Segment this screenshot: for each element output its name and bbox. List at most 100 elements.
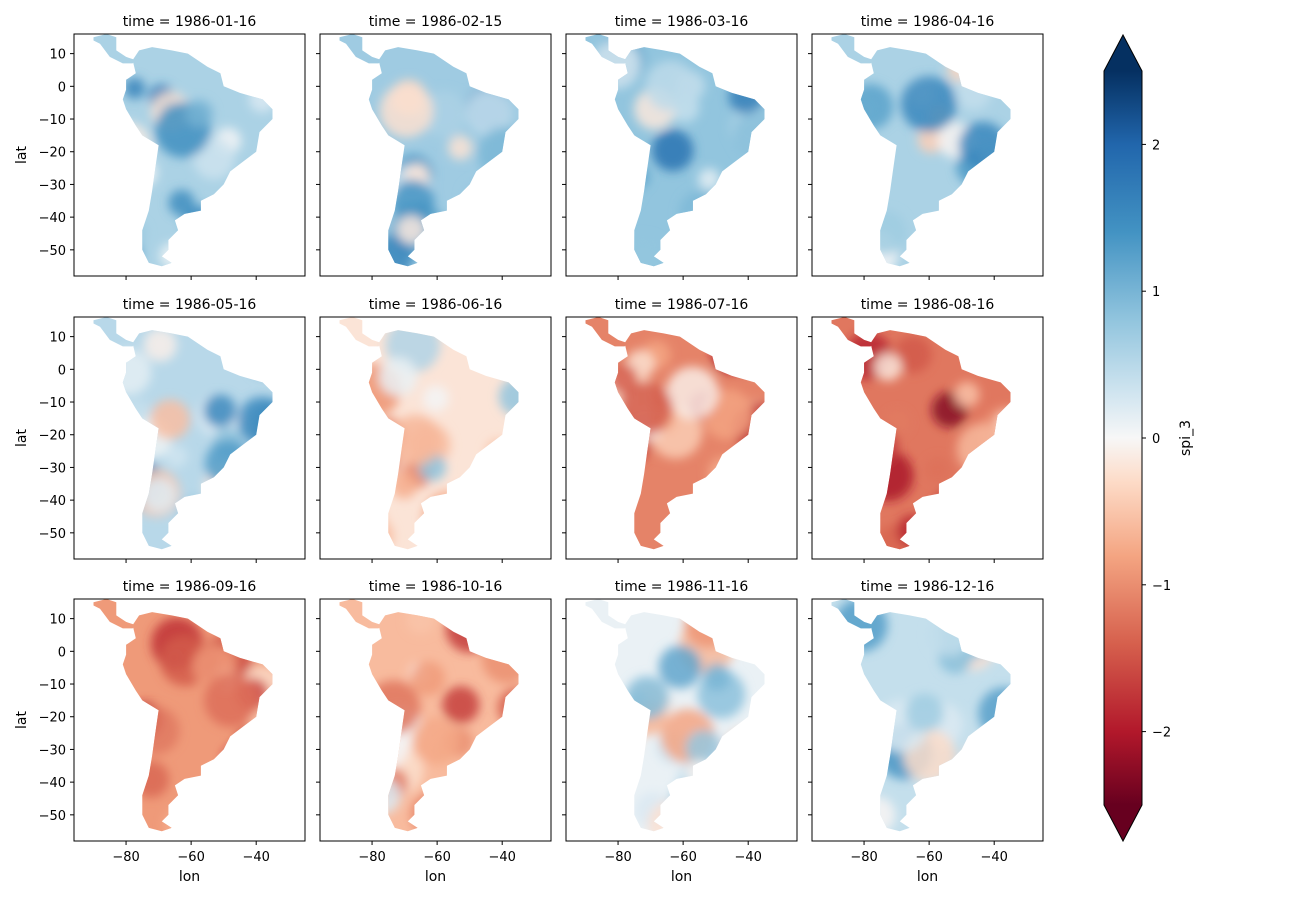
y-tick-label: 10 xyxy=(49,331,66,346)
axes-frame xyxy=(811,598,1044,842)
panel-title: time = 1986-10-16 xyxy=(369,579,503,595)
x-tick-label: −80 xyxy=(112,850,139,865)
spi-field xyxy=(585,317,765,550)
x-tick-label: −60 xyxy=(669,850,696,865)
x-tick-label: −40 xyxy=(242,850,269,865)
map-panel: time = 1986-11-16 −80 −60 −40 lon xyxy=(562,579,798,885)
panel-title: time = 1986-03-16 xyxy=(615,14,749,30)
colorbar-ticks: 2 1 0 −1 −2 xyxy=(1142,138,1171,741)
y-tick-label: −50 xyxy=(39,809,66,824)
y-axis-label: lat xyxy=(14,429,30,447)
panel-title: time = 1986-04-16 xyxy=(861,14,995,30)
panel-title: time = 1986-07-16 xyxy=(615,297,749,313)
y-tick-label: −40 xyxy=(39,211,66,226)
colorbar-label: spi_3 xyxy=(1178,420,1194,456)
colorbar-tick-label: 0 xyxy=(1152,432,1160,447)
spi-field xyxy=(93,599,273,832)
y-tick-label: −30 xyxy=(39,743,66,758)
x-tick-label: −40 xyxy=(488,850,515,865)
y-axis-label: lat xyxy=(14,711,30,729)
y-tick-label: 0 xyxy=(58,363,66,378)
y-tick-label: 10 xyxy=(49,48,66,63)
colorbar-body xyxy=(1104,71,1142,805)
x-tick-label: −80 xyxy=(604,850,631,865)
panel-title: time = 1986-11-16 xyxy=(615,579,749,595)
y-axis-label: lat xyxy=(14,146,30,164)
map-panel: time = 1986-08-16 xyxy=(808,297,1044,563)
colorbar-tick-label: −1 xyxy=(1152,579,1171,594)
map-panel: time = 1986-10-16 −80 −60 −40 lon xyxy=(316,579,552,885)
x-tick-label: −60 xyxy=(177,850,204,865)
panel-title: time = 1986-09-16 xyxy=(123,579,257,595)
x-tick-label: −40 xyxy=(980,850,1007,865)
y-tick-label: −50 xyxy=(39,527,66,542)
y-tick-label: −20 xyxy=(39,429,66,444)
map-panel: time = 1986-02-15 xyxy=(316,14,552,280)
axes-frame xyxy=(73,316,306,560)
colorbar-tick-label: 1 xyxy=(1152,285,1160,300)
y-tick-label: −40 xyxy=(39,776,66,791)
spi-field xyxy=(93,317,273,550)
y-tick-label: −20 xyxy=(39,711,66,726)
colorbar-outline xyxy=(1103,33,1143,843)
spi-field xyxy=(585,34,765,267)
axes-frame xyxy=(73,33,306,277)
spi-field xyxy=(339,317,519,550)
x-axis-label: lon xyxy=(425,869,446,885)
map-panel: time = 1986-01-16 10 0 −10 −20 −30 −40 −50 lat xyxy=(14,14,306,280)
x-tick-label: −40 xyxy=(734,850,761,865)
y-tick-label: −10 xyxy=(39,113,66,128)
axes-frame xyxy=(811,33,1044,277)
axes-frame xyxy=(319,33,552,277)
panel-title: time = 1986-02-15 xyxy=(369,14,503,30)
panel-title: time = 1986-01-16 xyxy=(123,14,257,30)
y-tick-label: −30 xyxy=(39,461,66,476)
axes-frame xyxy=(565,598,798,842)
spi-field xyxy=(585,599,765,832)
x-tick-label: −60 xyxy=(915,850,942,865)
spi-field xyxy=(831,34,1011,267)
axes-frame xyxy=(319,316,552,560)
x-tick-label: −80 xyxy=(358,850,385,865)
map-panel: time = 1986-12-16 −80 −60 −40 lon xyxy=(808,579,1044,885)
panel-title: time = 1986-12-16 xyxy=(861,579,995,595)
x-axis-label: lon xyxy=(671,869,692,885)
axes-frame xyxy=(565,316,798,560)
colorbar-extend-bottom xyxy=(1104,805,1142,841)
colorbar-tick-label: −2 xyxy=(1152,726,1171,741)
map-panel: time = 1986-09-16 10 0 −10 −20 −30 −40 −50 −80 −6… xyxy=(14,579,306,885)
y-tick-label: −10 xyxy=(39,678,66,693)
colorbar-extend-top xyxy=(1104,35,1142,71)
colorbar: 2 1 0 −1 −2 spi_3 xyxy=(1103,33,1194,843)
axes-frame xyxy=(811,316,1044,560)
map-panel: time = 1986-03-16 xyxy=(562,14,798,280)
y-tick-label: 0 xyxy=(58,645,66,660)
map-panel: time = 1986-04-16 xyxy=(808,14,1044,280)
axes-frame xyxy=(319,598,552,842)
panel-title: time = 1986-08-16 xyxy=(861,297,995,313)
axes-frame xyxy=(565,33,798,277)
map-panel: time = 1986-05-16 10 0 −10 −20 −30 −40 −50 lat xyxy=(14,297,306,563)
map-panel: time = 1986-06-16 xyxy=(316,297,552,563)
y-tick-label: −50 xyxy=(39,244,66,259)
panel-title: time = 1986-06-16 xyxy=(369,297,503,313)
y-tick-label: 0 xyxy=(58,80,66,95)
y-tick-label: 10 xyxy=(49,613,66,628)
colorbar-tick-label: 2 xyxy=(1152,138,1160,153)
x-tick-label: −80 xyxy=(850,850,877,865)
axes-frame xyxy=(73,598,306,842)
spi-field xyxy=(339,34,519,267)
y-tick-label: −40 xyxy=(39,494,66,509)
y-tick-label: −10 xyxy=(39,396,66,411)
spi-field xyxy=(93,34,273,267)
panel-grid: time = 1986-01-16100−10−20−30−40−50latti… xyxy=(14,14,1044,885)
y-tick-label: −30 xyxy=(39,178,66,193)
x-tick-label: −60 xyxy=(423,850,450,865)
y-tick-label: −20 xyxy=(39,146,66,161)
panel-title: time = 1986-05-16 xyxy=(123,297,257,313)
x-axis-label: lon xyxy=(917,869,938,885)
spi-field xyxy=(339,599,519,832)
map-panel: time = 1986-07-16 xyxy=(562,297,798,563)
spi-field xyxy=(831,317,1011,550)
